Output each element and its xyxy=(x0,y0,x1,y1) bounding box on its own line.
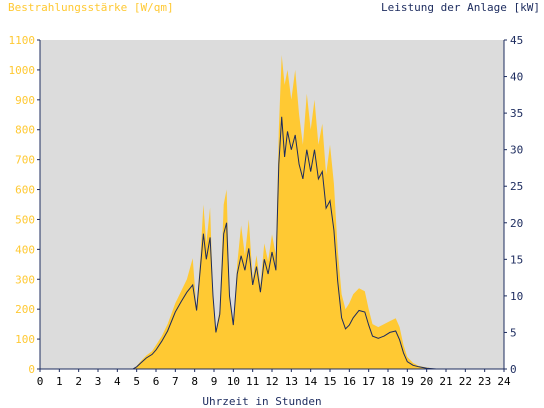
left-tick-label: 1100 xyxy=(9,34,36,47)
x-tick-label: 10 xyxy=(227,375,240,388)
left-tick-label: 500 xyxy=(15,213,35,226)
x-tick-label: 3 xyxy=(95,375,102,388)
right-tick-label: 5 xyxy=(510,326,517,339)
x-tick-label: 16 xyxy=(343,375,356,388)
left-tick-label: 1000 xyxy=(9,64,36,77)
x-tick-label: 0 xyxy=(37,375,44,388)
left-tick-label: 400 xyxy=(15,243,35,256)
x-tick-label: 22 xyxy=(459,375,472,388)
right-axis-title: Leistung der Anlage [kW] xyxy=(381,1,540,14)
right-tick-label: 35 xyxy=(510,107,523,120)
left-tick-label: 700 xyxy=(15,154,35,167)
right-tick-label: 10 xyxy=(510,290,523,303)
x-tick-label: 13 xyxy=(285,375,298,388)
left-tick-label: 0 xyxy=(28,363,35,376)
x-axis-label: Uhrzeit in Stunden xyxy=(202,395,321,408)
x-tick-label: 19 xyxy=(401,375,414,388)
x-tick-label: 20 xyxy=(420,375,433,388)
left-tick-label: 800 xyxy=(15,124,35,137)
left-tick-label: 300 xyxy=(15,273,35,286)
x-tick-label: 23 xyxy=(478,375,491,388)
right-tick-label: 20 xyxy=(510,217,523,230)
x-tick-label: 7 xyxy=(172,375,179,388)
x-tick-label: 24 xyxy=(497,375,511,388)
x-tick-label: 5 xyxy=(133,375,140,388)
x-tick-label: 17 xyxy=(362,375,375,388)
x-tick-label: 2 xyxy=(75,375,82,388)
right-tick-label: 15 xyxy=(510,253,523,266)
irradiance-area xyxy=(40,55,504,369)
left-tick-label: 100 xyxy=(15,333,35,346)
x-tick-label: 4 xyxy=(114,375,121,388)
right-tick-label: 25 xyxy=(510,180,523,193)
x-tick-label: 8 xyxy=(191,375,198,388)
x-tick-label: 14 xyxy=(304,375,318,388)
right-tick-label: 40 xyxy=(510,71,523,84)
power-line xyxy=(40,116,504,370)
x-tick-label: 15 xyxy=(323,375,336,388)
x-tick-label: 18 xyxy=(381,375,394,388)
right-tick-label: 45 xyxy=(510,34,523,47)
right-tick-label: 0 xyxy=(510,363,517,376)
left-axis-title: Bestrahlungsstärke [W/qm] xyxy=(8,1,174,14)
x-tick-label: 21 xyxy=(439,375,452,388)
x-tick-label: 9 xyxy=(211,375,218,388)
right-tick-label: 30 xyxy=(510,144,523,157)
x-tick-label: 12 xyxy=(265,375,278,388)
left-tick-label: 200 xyxy=(15,303,35,316)
x-tick-label: 6 xyxy=(153,375,160,388)
x-tick-label: 1 xyxy=(56,375,63,388)
left-tick-label: 600 xyxy=(15,184,35,197)
x-tick-label: 11 xyxy=(246,375,259,388)
left-tick-label: 900 xyxy=(15,94,35,107)
